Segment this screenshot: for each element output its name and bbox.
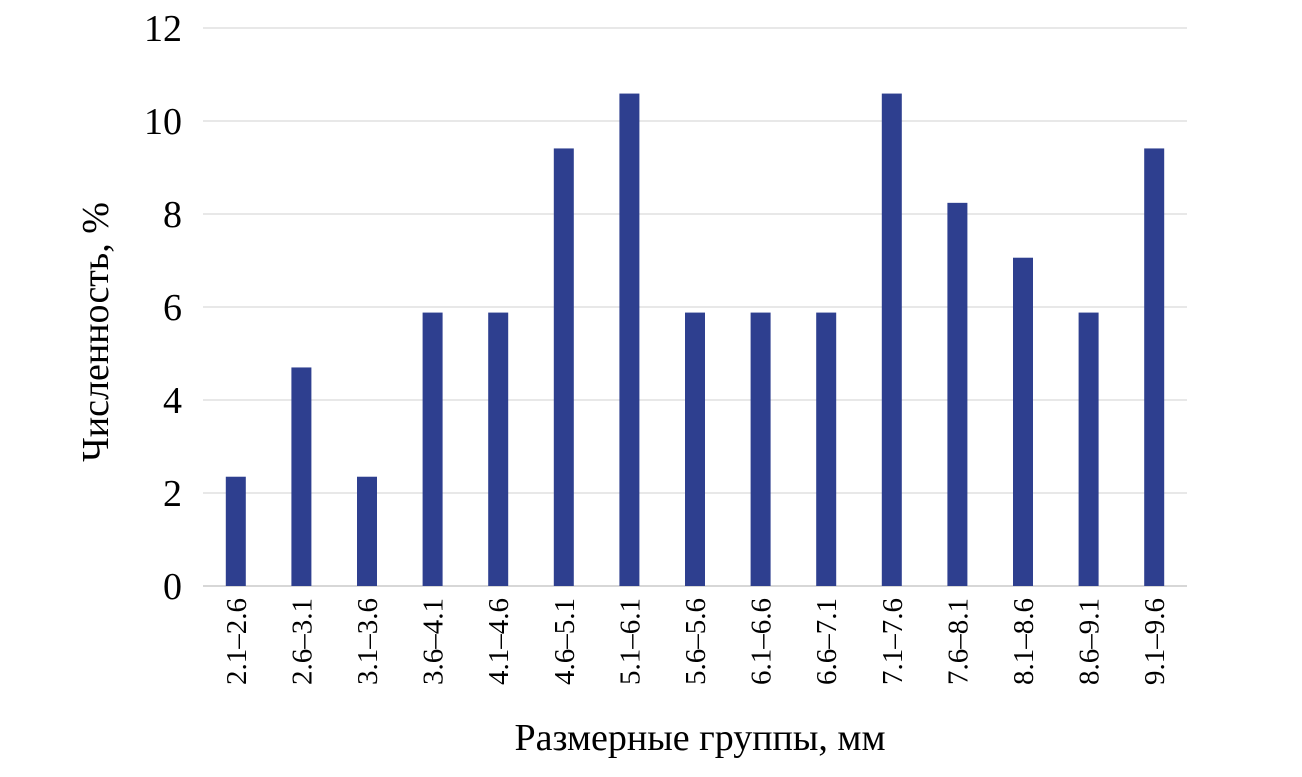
x-tick-label: 2.6–3.1 xyxy=(286,598,318,685)
y-tick-label: 10 xyxy=(144,101,182,143)
y-tick-label: 0 xyxy=(163,566,182,608)
bar xyxy=(619,93,640,586)
y-tick-label: 4 xyxy=(163,380,182,422)
x-tick-label: 3.6–4.1 xyxy=(418,598,450,685)
x-tick-label: 7.1–7.6 xyxy=(877,598,909,685)
y-tick-label: 12 xyxy=(144,8,182,50)
y-tick-label: 6 xyxy=(163,287,182,329)
bar xyxy=(553,148,574,586)
x-tick-label: 5.1–6.1 xyxy=(614,598,646,685)
bar xyxy=(1013,257,1033,586)
x-tick-label: 2.1–2.6 xyxy=(221,598,253,685)
bar xyxy=(947,202,968,586)
bar xyxy=(750,312,771,586)
x-tick-label: 4.1–4.6 xyxy=(483,598,515,685)
bar xyxy=(488,312,509,586)
x-tick-label: 5.6–5.6 xyxy=(680,598,712,685)
bar xyxy=(1144,148,1165,586)
x-tick-label: 4.6–5.1 xyxy=(549,598,581,685)
bar xyxy=(225,476,246,586)
x-tick-label: 3.1–3.6 xyxy=(352,598,384,685)
bar xyxy=(881,93,902,586)
bar xyxy=(816,312,837,586)
x-tick-label: 6.1–6.6 xyxy=(746,598,778,685)
x-axis-title: Размерные группы, мм xyxy=(514,717,885,759)
x-tick-label: 9.1–9.6 xyxy=(1139,598,1171,685)
bar xyxy=(291,367,312,586)
y-axis-title: Численность, % xyxy=(75,202,117,462)
x-tick-label: 8.1–8.6 xyxy=(1008,598,1040,685)
y-tick-label: 2 xyxy=(163,473,182,515)
bar xyxy=(422,312,443,586)
bar xyxy=(685,312,705,586)
y-tick-label: 8 xyxy=(163,194,182,236)
bar xyxy=(1078,312,1099,586)
x-tick-label: 6.6–7.1 xyxy=(811,598,843,685)
bar xyxy=(357,476,377,586)
x-tick-label: 7.6–8.1 xyxy=(942,598,974,685)
x-tick-label: 8.6–9.1 xyxy=(1074,598,1106,685)
